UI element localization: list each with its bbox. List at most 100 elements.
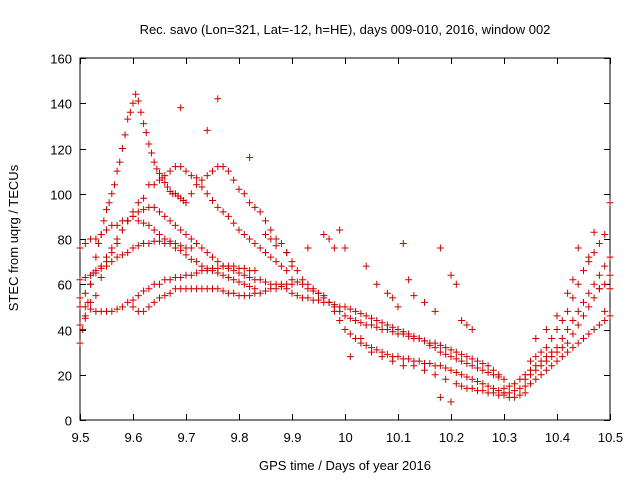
data-point <box>479 366 487 374</box>
data-point <box>198 183 206 191</box>
data-point <box>484 368 492 376</box>
data-point <box>251 240 259 248</box>
data-point <box>521 389 529 397</box>
data-point <box>137 108 145 116</box>
x-tick-label: 10 <box>338 430 352 445</box>
data-point <box>436 393 444 401</box>
data-point <box>161 178 169 186</box>
data-point <box>558 335 566 343</box>
data-point <box>177 104 185 112</box>
data-point <box>410 292 418 300</box>
data-point <box>537 348 545 356</box>
data-point <box>368 348 375 356</box>
data-point <box>569 316 577 324</box>
y-axis-label: STEC from uqrg / TECUs <box>6 164 21 311</box>
data-point <box>187 255 195 263</box>
data-point <box>161 235 169 243</box>
data-point <box>357 335 365 343</box>
data-point <box>240 190 248 198</box>
data-point <box>574 244 582 252</box>
data-point <box>283 267 291 275</box>
data-point <box>193 174 201 182</box>
data-point <box>399 362 407 370</box>
data-point <box>95 240 103 248</box>
data-point <box>134 199 142 207</box>
data-point <box>574 280 582 288</box>
data-point <box>145 303 153 311</box>
data-point <box>134 217 142 225</box>
data-point <box>505 382 513 390</box>
data-point <box>511 393 519 401</box>
data-point <box>246 283 254 291</box>
data-point <box>537 362 545 370</box>
data-point <box>262 287 269 295</box>
data-point <box>383 321 391 329</box>
data-point <box>505 389 513 397</box>
data-point <box>145 221 153 229</box>
data-point <box>405 276 413 284</box>
data-point <box>405 330 413 338</box>
data-point <box>230 262 238 270</box>
data-point <box>553 357 561 365</box>
data-point <box>580 298 587 306</box>
data-point <box>516 384 524 392</box>
data-point <box>362 312 370 320</box>
data-point <box>452 368 460 376</box>
data-point <box>436 362 444 370</box>
data-point <box>187 271 195 279</box>
y-tick-label: 60 <box>58 278 72 293</box>
data-point <box>87 298 95 306</box>
data-point <box>606 253 614 261</box>
data-point <box>129 212 137 220</box>
data-point <box>569 330 577 338</box>
data-point <box>368 314 375 322</box>
data-point <box>214 203 222 211</box>
data-point <box>330 307 338 315</box>
data-point <box>352 307 360 315</box>
data-point <box>548 362 556 370</box>
data-point <box>235 185 243 193</box>
data-point <box>150 226 158 234</box>
data-point <box>527 357 534 365</box>
data-point <box>203 172 211 180</box>
data-point <box>219 287 227 295</box>
data-point <box>458 350 466 358</box>
data-point <box>256 208 264 216</box>
data-point <box>156 208 163 216</box>
data-point <box>166 217 174 225</box>
data-point <box>145 240 153 248</box>
data-point <box>532 353 540 361</box>
data-point <box>468 375 476 383</box>
y-tick-label: 80 <box>58 233 72 248</box>
data-point <box>606 285 614 293</box>
data-point <box>76 244 84 252</box>
data-point <box>357 319 365 327</box>
data-point <box>421 298 428 306</box>
data-point <box>262 249 269 257</box>
data-point <box>230 219 238 227</box>
data-point <box>87 271 95 279</box>
data-point <box>336 226 344 234</box>
data-point <box>458 316 466 324</box>
y-tick-label: 140 <box>50 97 72 112</box>
data-point <box>537 371 545 379</box>
data-point <box>81 303 89 311</box>
data-point <box>103 253 110 261</box>
data-point <box>468 355 476 363</box>
data-point <box>463 373 471 381</box>
data-point <box>288 289 296 297</box>
data-point <box>436 244 444 252</box>
data-point <box>548 353 556 361</box>
data-point <box>198 244 206 252</box>
data-point <box>590 228 598 236</box>
data-point <box>352 316 360 324</box>
data-point <box>431 344 439 352</box>
data-point <box>458 357 466 365</box>
data-point <box>145 285 153 293</box>
x-tick-label: 10.1 <box>386 430 411 445</box>
data-point <box>230 176 238 184</box>
data-point <box>81 312 89 320</box>
data-point <box>532 375 540 383</box>
data-point <box>116 158 124 166</box>
